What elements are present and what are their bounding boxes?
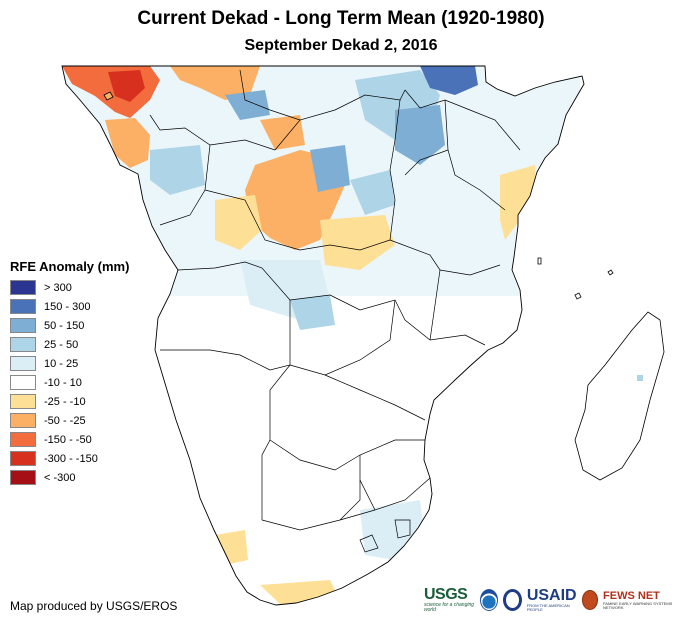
legend-item: 50 - 150 — [10, 316, 129, 335]
map-title: Current Dekad - Long Term Mean (1920-198… — [137, 8, 545, 29]
legend-label: < -300 — [44, 471, 76, 484]
legend-swatch — [10, 451, 36, 466]
legend-item: > 300 — [10, 278, 129, 297]
anomaly-patch-central-yellow — [215, 195, 262, 250]
legend-label: 150 - 300 — [44, 300, 91, 313]
usgs-tagline: science for a changing world — [424, 602, 475, 613]
anomaly-patch-east-coast — [500, 165, 535, 240]
credit-text: Map produced by USGS/EROS — [10, 599, 178, 613]
continent-outline — [61, 65, 585, 606]
legend-label: -50 - -25 — [44, 414, 86, 427]
legend-item: -150 - -50 — [10, 430, 129, 449]
country-borders — [149, 69, 521, 553]
anomaly-patch-car — [225, 90, 270, 120]
fews-net-seal-icon — [581, 590, 599, 610]
legend-label: -300 - -150 — [44, 452, 98, 465]
anomaly-patch-north-orange — [170, 66, 260, 100]
anomaly-patch-gabon — [150, 145, 205, 195]
madagascar-island — [574, 311, 665, 481]
fews-net-tagline: FAMINE EARLY WARNING SYSTEMS NETWORK — [603, 600, 673, 610]
legend-item: 150 - 300 — [10, 297, 129, 316]
zanzibar-island — [537, 257, 542, 265]
legend-item: -300 - -150 — [10, 449, 129, 468]
logo-strip: USGS science for a changing world USAID … — [424, 586, 676, 614]
anomaly-patch-congo-north — [310, 145, 350, 192]
usaid-logo: USAID FROM THE AMERICAN PEOPLE — [527, 588, 577, 612]
fews-net-logo: FEWS NET FAMINE EARLY WARNING SYSTEMS NE… — [603, 589, 676, 610]
comoros-island — [574, 292, 582, 300]
anomaly-patch-uganda — [395, 105, 445, 165]
anomaly-patch-namibia-south — [215, 530, 248, 565]
legend-label: 25 - 50 — [44, 338, 79, 351]
anomaly-patch-congo-east — [350, 170, 395, 215]
usgs-logo: USGS science for a changing world — [424, 587, 475, 613]
legend-swatch — [10, 375, 36, 390]
noaa-logo-icon — [479, 589, 498, 611]
anomaly-patch-ethiopia — [420, 66, 478, 95]
legend-label: -150 - -50 — [44, 433, 92, 446]
legend-swatch — [10, 299, 36, 314]
anomaly-patch-central-east — [320, 215, 395, 270]
anomaly-patch-nw-red — [108, 70, 145, 102]
usaid-tagline: FROM THE AMERICAN PEOPLE — [526, 603, 570, 612]
legend-item: -50 - -25 — [10, 411, 129, 430]
legend-item: 10 - 25 — [10, 354, 129, 373]
legend-swatch — [10, 413, 36, 428]
legend-title: RFE Anomaly (mm) — [10, 259, 130, 274]
anomaly-patch-south-africa-east — [360, 500, 425, 560]
legend-item: -25 - -10 — [10, 392, 129, 411]
anomaly-patch-zambia-north — [290, 295, 335, 330]
legend-swatch — [10, 318, 36, 333]
usgs-logo-text: USGS — [424, 586, 468, 603]
usaid-seal-icon — [502, 589, 522, 611]
legend-swatch — [10, 356, 36, 371]
madagascar-anomaly-speck — [637, 375, 643, 381]
legend-swatch — [10, 394, 36, 409]
legend-item: < -300 — [10, 468, 129, 487]
legend-label: > 300 — [44, 281, 72, 294]
usaid-logo-text: USAID — [526, 587, 577, 604]
legend-swatch — [10, 337, 36, 352]
anomaly-patch-north-central — [260, 115, 305, 150]
anomaly-fill-layer — [62, 66, 580, 604]
anomaly-patch-south-coast — [260, 580, 340, 604]
legend-label: 10 - 25 — [44, 357, 79, 370]
legend-label: -10 - 10 — [44, 376, 82, 389]
legend-swatch — [10, 280, 36, 295]
fews-net-logo-text: FEWS NET — [603, 589, 660, 602]
legend-swatch — [10, 470, 36, 485]
legend: RFE Anomaly (mm) > 300 150 - 300 50 - 150 2… — [10, 259, 129, 487]
map-subtitle: September Dekad 2, 2016 — [244, 37, 438, 54]
legend-item: -10 - 10 — [10, 373, 129, 392]
legend-items: > 300 150 - 300 50 - 150 25 - 50 10 - 25 -10 … — [10, 278, 129, 487]
legend-item: 25 - 50 — [10, 335, 129, 354]
bioko-island — [103, 91, 114, 101]
legend-label: 50 - 150 — [44, 319, 85, 332]
legend-label: -25 - -10 — [44, 395, 86, 408]
legend-swatch — [10, 432, 36, 447]
anomaly-patch-w-coast — [105, 118, 150, 168]
seychelles-island — [607, 269, 614, 276]
